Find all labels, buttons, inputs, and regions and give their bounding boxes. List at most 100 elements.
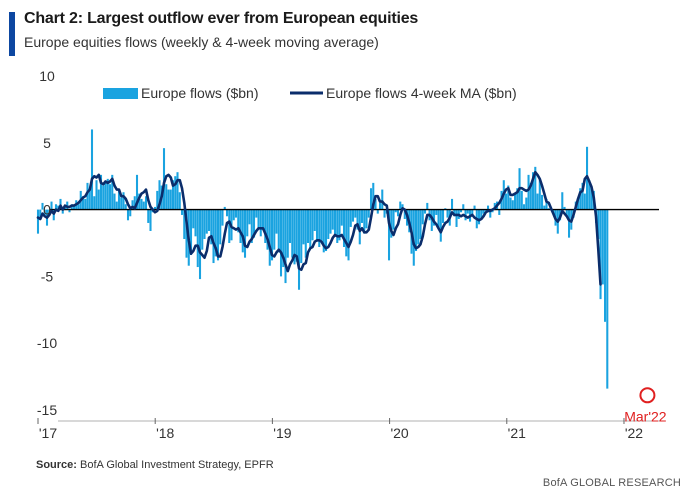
flow-bar — [41, 202, 44, 210]
flow-bar — [374, 198, 377, 210]
flow-bar — [581, 182, 584, 210]
flow-bar — [297, 209, 301, 290]
flow-bar — [568, 209, 571, 238]
ma-series-line — [36, 170, 602, 286]
flow-bar — [144, 196, 148, 210]
flow-bar — [356, 209, 359, 230]
flow-bar — [450, 198, 454, 210]
flow-bar — [158, 180, 161, 210]
flow-bar — [597, 209, 600, 239]
flow-bar — [113, 193, 116, 210]
flow-bar — [171, 180, 175, 210]
flow-bar — [252, 209, 256, 238]
flow-bar — [275, 209, 278, 234]
flow-bar — [207, 209, 211, 231]
flow-bar — [147, 209, 150, 223]
flow-bar — [437, 209, 440, 229]
flow-bar — [277, 209, 280, 253]
flow-bar — [426, 202, 429, 210]
flow-bar — [367, 209, 370, 218]
flow-bar — [514, 193, 517, 210]
flow-bar — [243, 209, 247, 258]
legend-swatch-flows — [103, 88, 138, 99]
flow-bar — [304, 209, 307, 258]
flow-bar — [115, 201, 118, 210]
flow-bar — [315, 209, 319, 242]
flow-bar — [363, 209, 366, 234]
flow-bar — [81, 196, 85, 210]
flow-bar — [538, 178, 541, 210]
flow-bar — [189, 209, 193, 256]
chart-subtitle: Europe equities flows (weekly & 4-week m… — [24, 34, 379, 50]
flow-bar — [88, 189, 91, 210]
flow-bar — [221, 209, 224, 226]
flow-bar — [153, 206, 157, 210]
flow-bar — [396, 209, 400, 217]
flow-bar — [387, 209, 391, 261]
y-tick-label: 10 — [39, 68, 55, 84]
flow-bar — [259, 209, 262, 237]
flow-bar — [320, 209, 323, 242]
flow-bar — [232, 209, 235, 221]
flow-bar — [322, 209, 325, 253]
flow-bar — [72, 205, 76, 210]
x-tick-label: '18 — [156, 425, 174, 441]
flow-bar — [99, 174, 103, 210]
flow-bar — [417, 209, 420, 245]
flow-bar — [178, 192, 181, 210]
flow-bar — [266, 209, 269, 250]
flow-bar — [288, 209, 292, 243]
flow-bar — [365, 209, 368, 229]
flow-bar — [93, 196, 96, 210]
flow-bar — [295, 209, 298, 262]
flow-bar — [471, 209, 474, 217]
flow-bar — [268, 209, 271, 266]
x-tick-label: '22 — [625, 425, 643, 441]
flow-bar — [250, 209, 253, 243]
flow-bar — [372, 182, 375, 210]
flow-bar — [300, 209, 303, 264]
flow-bar — [446, 209, 449, 218]
flow-bar — [360, 209, 364, 223]
source-text: BofA Global Investment Strategy, EPFR — [80, 459, 274, 471]
flow-bar — [216, 209, 220, 261]
flow-bar — [223, 206, 226, 210]
flow-bar — [180, 209, 184, 215]
accent-bar — [9, 12, 15, 56]
flow-bar — [435, 209, 438, 215]
flow-bar — [61, 209, 64, 214]
flow-bar — [590, 188, 593, 210]
flow-bar — [106, 178, 109, 210]
flow-bar — [135, 174, 139, 210]
flow-bar — [376, 209, 379, 214]
flow-bar — [394, 209, 397, 213]
flow-bar — [381, 189, 384, 210]
flow-bar — [225, 209, 229, 217]
flow-bar — [486, 205, 490, 210]
flow-bar — [599, 209, 602, 300]
flow-bar — [493, 202, 496, 210]
flow-bar — [545, 198, 548, 210]
flow-bar — [210, 209, 213, 245]
y-tick-label: 5 — [43, 135, 51, 151]
flow-bar — [340, 209, 343, 226]
flow-bar — [604, 209, 607, 322]
flow-bar — [516, 188, 519, 210]
flow-bar — [255, 209, 258, 218]
flow-bar — [306, 209, 310, 243]
flow-bar — [257, 209, 260, 229]
flow-bar — [333, 209, 337, 235]
flow-bar — [117, 190, 121, 210]
flow-bar — [282, 209, 285, 268]
flow-bar — [43, 209, 46, 215]
flow-bar — [54, 204, 58, 210]
flow-bar — [439, 209, 442, 242]
flow-bar — [520, 190, 523, 210]
x-tick-label: '21 — [508, 425, 526, 441]
flow-bar — [455, 209, 458, 227]
flow-bar — [601, 209, 604, 285]
flow-bar — [563, 206, 566, 210]
flow-bar — [309, 209, 312, 249]
flow-bar — [432, 209, 436, 226]
flow-bar — [111, 174, 114, 210]
